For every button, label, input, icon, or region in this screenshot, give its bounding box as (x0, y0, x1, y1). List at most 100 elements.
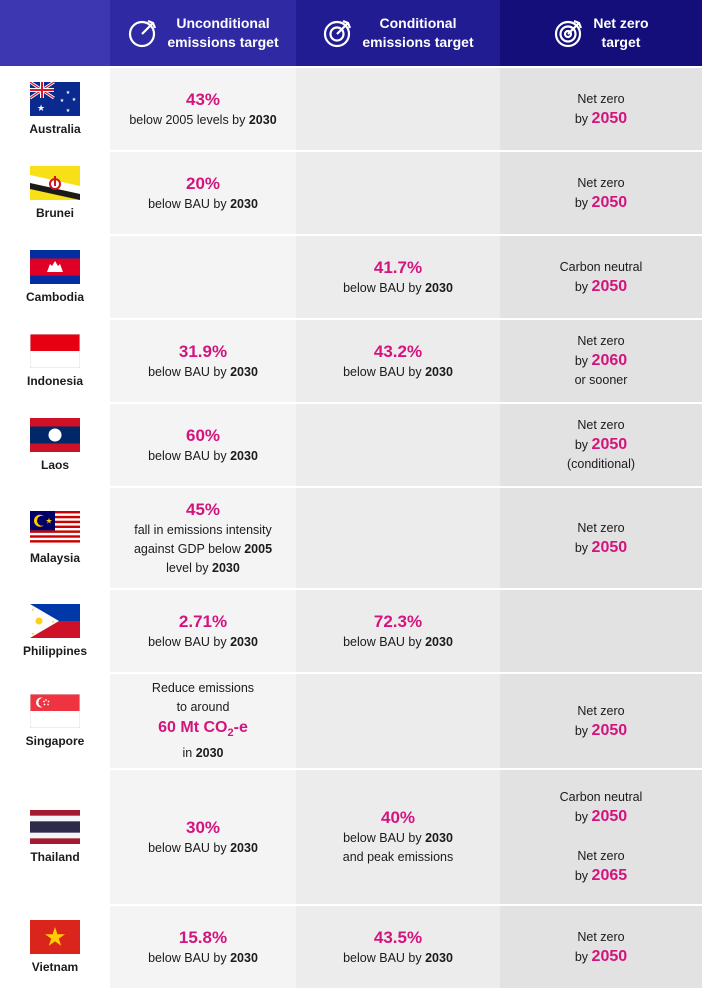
target-desc: below BAU by (148, 448, 227, 463)
target-value: 43% (185, 89, 221, 109)
target-value: 72.3% (373, 611, 423, 631)
conditional-cell: 40% below BAU by 2030 and peak emissions (296, 770, 500, 904)
target-year: 2030 (230, 950, 258, 965)
malaysia-flag-icon: ★ (30, 511, 80, 545)
table-row: Thailand 30% below BAU by 2030 40% below… (0, 768, 702, 904)
target-note: and peak emissions (342, 850, 454, 864)
nz-by: by (574, 438, 589, 452)
table-row: Cambodia 41.7% below BAU by 2030 Carbon … (0, 234, 702, 318)
net-zero-cell: Net zero by 2050 (conditional) (500, 404, 702, 486)
nz-by: by (574, 279, 589, 294)
cambodia-flag-icon (30, 250, 80, 284)
thailand-flag-icon (30, 810, 80, 844)
unconditional-cell: 43% below 2005 levels by 2030 (110, 68, 296, 150)
country-cell: Brunei (0, 152, 110, 234)
svg-text:★: ★ (72, 97, 77, 103)
target-value: 31.9% (178, 341, 228, 361)
unconditional-cell: 60% below BAU by 2030 (110, 404, 296, 486)
country-name: Singapore (25, 734, 85, 748)
philippines-flag-icon: ★ ★ ★ (30, 604, 80, 638)
conditional-cell: 43.5% below BAU by 2030 (296, 906, 500, 988)
table-row: Vietnam 15.8% below BAU by 2030 43.5% be… (0, 904, 702, 988)
target-desc: below BAU by (148, 840, 227, 855)
country-name: Malaysia (29, 551, 81, 565)
target-year: 2030 (425, 364, 453, 379)
target-year: 2005 (244, 541, 273, 556)
target-year: 2030 (425, 950, 453, 965)
nz-year: 2050 (591, 109, 628, 127)
unconditional-cell: 20% below BAU by 2030 (110, 152, 296, 234)
conditional-cell (296, 152, 500, 234)
header-unconditional: Unconditional emissions target (110, 0, 296, 66)
target-year: 2030 (230, 196, 258, 211)
country-cell: ★ ★ ★ ★ ★ Australia (0, 68, 110, 150)
table-header: Unconditional emissions target Condition… (0, 0, 702, 66)
nz-by: by (574, 723, 589, 738)
country-name: Philippines (22, 644, 87, 658)
nz-year: 2050 (591, 808, 628, 825)
table-row: Indonesia 31.9% below BAU by 2030 43.2% … (0, 318, 702, 402)
conditional-cell: 43.2% below BAU by 2030 (296, 320, 500, 402)
target-desc: to around (176, 699, 230, 714)
target-desc: below BAU by (148, 950, 227, 965)
target-desc: below BAU by (148, 634, 227, 649)
header-conditional: Conditional emissions target (296, 0, 500, 66)
unconditional-cell: 31.9% below BAU by 2030 (110, 320, 296, 402)
target-year: 2030 (230, 634, 258, 649)
svg-text:★: ★ (45, 517, 52, 526)
target-desc: below BAU by (343, 950, 422, 965)
net-zero-cell: Net zero by 2050 (500, 674, 702, 768)
unconditional-cell: 2.71% below BAU by 2030 (110, 590, 296, 672)
country-cell: Singapore (0, 674, 110, 768)
nz-year: 2060 (591, 352, 628, 369)
target-year: 2030 (248, 112, 277, 127)
nz-by: by (574, 195, 589, 210)
target-value: 43.5% (373, 927, 423, 947)
nz-year: 2050 (591, 193, 628, 211)
table-row: ★ ★ ★ Philippines 2.71% below BAU by 203… (0, 588, 702, 672)
net-zero-cell: Net zero by 2050 (500, 68, 702, 150)
unconditional-cell: 15.8% below BAU by 2030 (110, 906, 296, 988)
nz-by: by (574, 869, 589, 883)
conditional-cell: 41.7% below BAU by 2030 (296, 236, 500, 318)
country-name: Australia (29, 122, 81, 136)
header-col3-line2: target (601, 34, 641, 50)
target-year: 2030 (230, 448, 258, 463)
net-zero-cell: Net zero by 2050 (500, 906, 702, 988)
nz-label: Net zero (577, 703, 625, 718)
target-desc: against GDP below (133, 541, 241, 556)
target-year: 2030 (230, 364, 258, 379)
conditional-cell (296, 404, 500, 486)
svg-text:★: ★ (31, 631, 35, 636)
target-value: 15.8% (178, 927, 228, 947)
target-arrow-icon (324, 19, 352, 48)
svg-text:★: ★ (37, 103, 45, 113)
nz-by: by (574, 949, 589, 964)
header-col1-line2: emissions target (167, 34, 279, 50)
country-cell: ★ ★ ★ Philippines (0, 590, 110, 672)
target-arrow-icon (555, 19, 583, 48)
target-value: 45% (185, 499, 221, 519)
country-name: Brunei (35, 206, 74, 220)
unconditional-cell: 30% below BAU by 2030 (110, 770, 296, 904)
svg-text:★: ★ (66, 108, 71, 114)
target-value: 60% (185, 425, 221, 445)
country-cell: Laos (0, 404, 110, 486)
conditional-cell (296, 488, 500, 588)
target-value: 40% (380, 808, 416, 827)
nz-by: by (574, 810, 589, 824)
target-desc: in (182, 746, 193, 761)
target-year: 2030 (425, 831, 453, 845)
laos-flag-icon (30, 418, 80, 452)
nz-year: 2065 (591, 867, 628, 884)
header-col1-line1: Unconditional (176, 15, 270, 31)
nz-year: 2050 (591, 436, 628, 453)
target-desc: Reduce emissions (151, 680, 255, 695)
svg-text:★: ★ (51, 619, 55, 624)
table-row: ★ Malaysia 45% fall in emissions intensi… (0, 486, 702, 588)
country-name: Thailand (30, 850, 80, 864)
net-zero-cell: Net zero by 2050 (500, 152, 702, 234)
nz-label: Net zero (577, 175, 625, 190)
target-desc: level by (166, 560, 209, 575)
